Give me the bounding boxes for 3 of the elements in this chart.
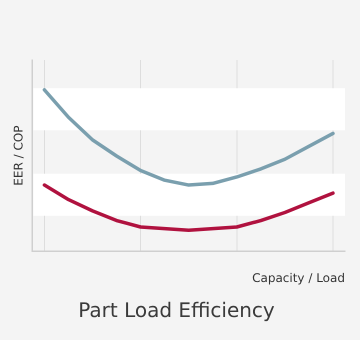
text: Part Load Efficiency	[78, 298, 275, 322]
x-axis-title: Capacity / Load	[252, 270, 345, 285]
y-axis-title: EER / COP	[11, 125, 26, 186]
